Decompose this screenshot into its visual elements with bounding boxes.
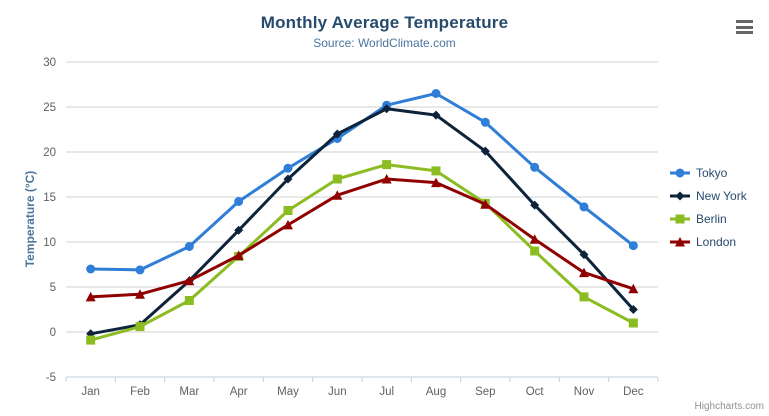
legend-label: Tokyo	[696, 165, 728, 180]
data-point-marker[interactable]	[628, 283, 639, 294]
x-axis-label: Jun	[328, 386, 347, 398]
legend-item-tokyo[interactable]: Tokyo	[669, 161, 747, 184]
y-axis-label: 15	[43, 192, 56, 204]
data-point-marker[interactable]	[431, 177, 441, 188]
data-point-marker[interactable]	[381, 174, 392, 184]
data-point-marker[interactable]	[628, 241, 638, 251]
data-point-marker[interactable]	[382, 160, 392, 170]
x-axis-label: Jul	[379, 386, 394, 398]
y-axis-label: 10	[43, 237, 56, 249]
x-axis-label: Jan	[81, 386, 100, 398]
hamburger-icon	[736, 20, 753, 23]
x-axis-label: Nov	[574, 386, 595, 398]
y-axis-label: 5	[50, 282, 56, 294]
data-point-marker[interactable]	[579, 292, 589, 302]
data-point-marker[interactable]	[86, 264, 96, 274]
data-point-marker[interactable]	[530, 200, 540, 210]
x-axis-label: Aug	[426, 386, 446, 398]
legend-marker-triangle-icon	[670, 236, 690, 246]
data-point-marker[interactable]	[135, 322, 145, 332]
series-line-berlin	[89, 163, 635, 342]
data-point-marker[interactable]	[283, 163, 293, 173]
data-point-marker[interactable]	[431, 89, 441, 98]
data-point-marker[interactable]	[234, 225, 244, 235]
data-point-marker[interactable]	[184, 296, 194, 305]
data-point-marker[interactable]	[480, 146, 490, 156]
data-point-marker[interactable]	[85, 291, 96, 302]
chart-subtitle: Source: WorldClimate.com	[313, 36, 456, 50]
data-point-marker[interactable]	[332, 190, 343, 200]
data-point-marker[interactable]	[579, 267, 589, 278]
x-axis-label: Dec	[623, 386, 644, 398]
legend-marker-square-icon	[670, 214, 690, 223]
legend-marker-circle-icon	[670, 168, 690, 177]
series-line-london	[89, 177, 635, 299]
legend-label: New York	[696, 188, 747, 203]
y-axis-label: 30	[43, 57, 56, 69]
y-axis-label: -5	[46, 372, 56, 384]
x-axis-label: May	[277, 386, 299, 398]
y-axis-label: 0	[50, 327, 56, 339]
hamburger-icon	[736, 25, 753, 29]
data-point-marker[interactable]	[480, 199, 491, 209]
y-axis-label: 20	[43, 147, 56, 159]
series-tokyo	[86, 89, 638, 275]
data-point-marker[interactable]	[283, 206, 293, 215]
data-point-marker[interactable]	[431, 110, 441, 120]
series-berlin	[86, 160, 638, 345]
series-line-new-york	[89, 107, 635, 336]
highcharts-credits-link[interactable]: Highcharts.com	[694, 401, 764, 412]
data-point-marker[interactable]	[234, 197, 244, 206]
legend-item-berlin[interactable]: Berlin	[669, 207, 747, 230]
legend-item-new-york[interactable]: New York	[669, 184, 747, 207]
x-axis-label: Sep	[475, 386, 495, 398]
data-point-marker[interactable]	[135, 289, 145, 299]
legend-label: Berlin	[696, 211, 727, 226]
x-axis-label: Mar	[179, 386, 199, 398]
data-point-marker[interactable]	[283, 174, 293, 184]
data-point-marker[interactable]	[530, 246, 540, 256]
legend-item-london[interactable]: London	[669, 230, 747, 253]
x-axis-label: Apr	[230, 386, 248, 398]
data-point-marker[interactable]	[86, 335, 96, 345]
data-point-marker[interactable]	[382, 104, 392, 114]
data-point-marker[interactable]	[184, 275, 195, 286]
data-point-marker[interactable]	[332, 129, 342, 139]
legend-marker-diamond-icon	[670, 191, 690, 200]
data-point-marker[interactable]	[628, 305, 638, 314]
data-point-marker[interactable]	[283, 219, 293, 230]
data-point-marker[interactable]	[233, 250, 244, 261]
data-point-marker[interactable]	[529, 234, 540, 244]
data-point-marker[interactable]	[480, 117, 490, 127]
legend-label: London	[696, 234, 737, 249]
data-point-marker[interactable]	[579, 250, 589, 260]
data-point-marker[interactable]	[579, 202, 589, 212]
export-menu-button[interactable]	[736, 20, 753, 34]
y-axis-label: 25	[43, 102, 56, 114]
data-point-marker[interactable]	[135, 265, 145, 275]
x-axis-label: Feb	[130, 386, 150, 398]
chart-title: Monthly Average Temperature	[260, 13, 509, 32]
series-london	[85, 174, 639, 302]
x-axis-label: Oct	[526, 386, 545, 398]
data-point-marker[interactable]	[332, 174, 342, 184]
data-point-marker[interactable]	[628, 318, 638, 328]
data-point-marker[interactable]	[431, 166, 441, 176]
legend: Tokyo New York Berlin London	[669, 161, 747, 253]
y-axis-title: Temperature (°C)	[23, 170, 37, 268]
series-new-york	[86, 104, 638, 339]
hamburger-icon	[736, 31, 753, 34]
data-point-marker[interactable]	[184, 242, 194, 251]
data-point-marker[interactable]	[530, 162, 540, 172]
